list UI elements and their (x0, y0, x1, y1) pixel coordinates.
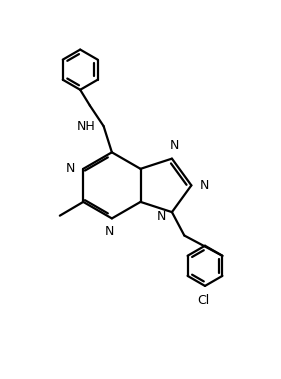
Text: N: N (170, 139, 179, 152)
Text: N: N (200, 179, 210, 192)
Text: Cl: Cl (198, 294, 210, 307)
Text: N: N (157, 210, 166, 223)
Text: NH: NH (77, 120, 95, 133)
Text: N: N (66, 162, 76, 175)
Text: N: N (105, 225, 114, 238)
